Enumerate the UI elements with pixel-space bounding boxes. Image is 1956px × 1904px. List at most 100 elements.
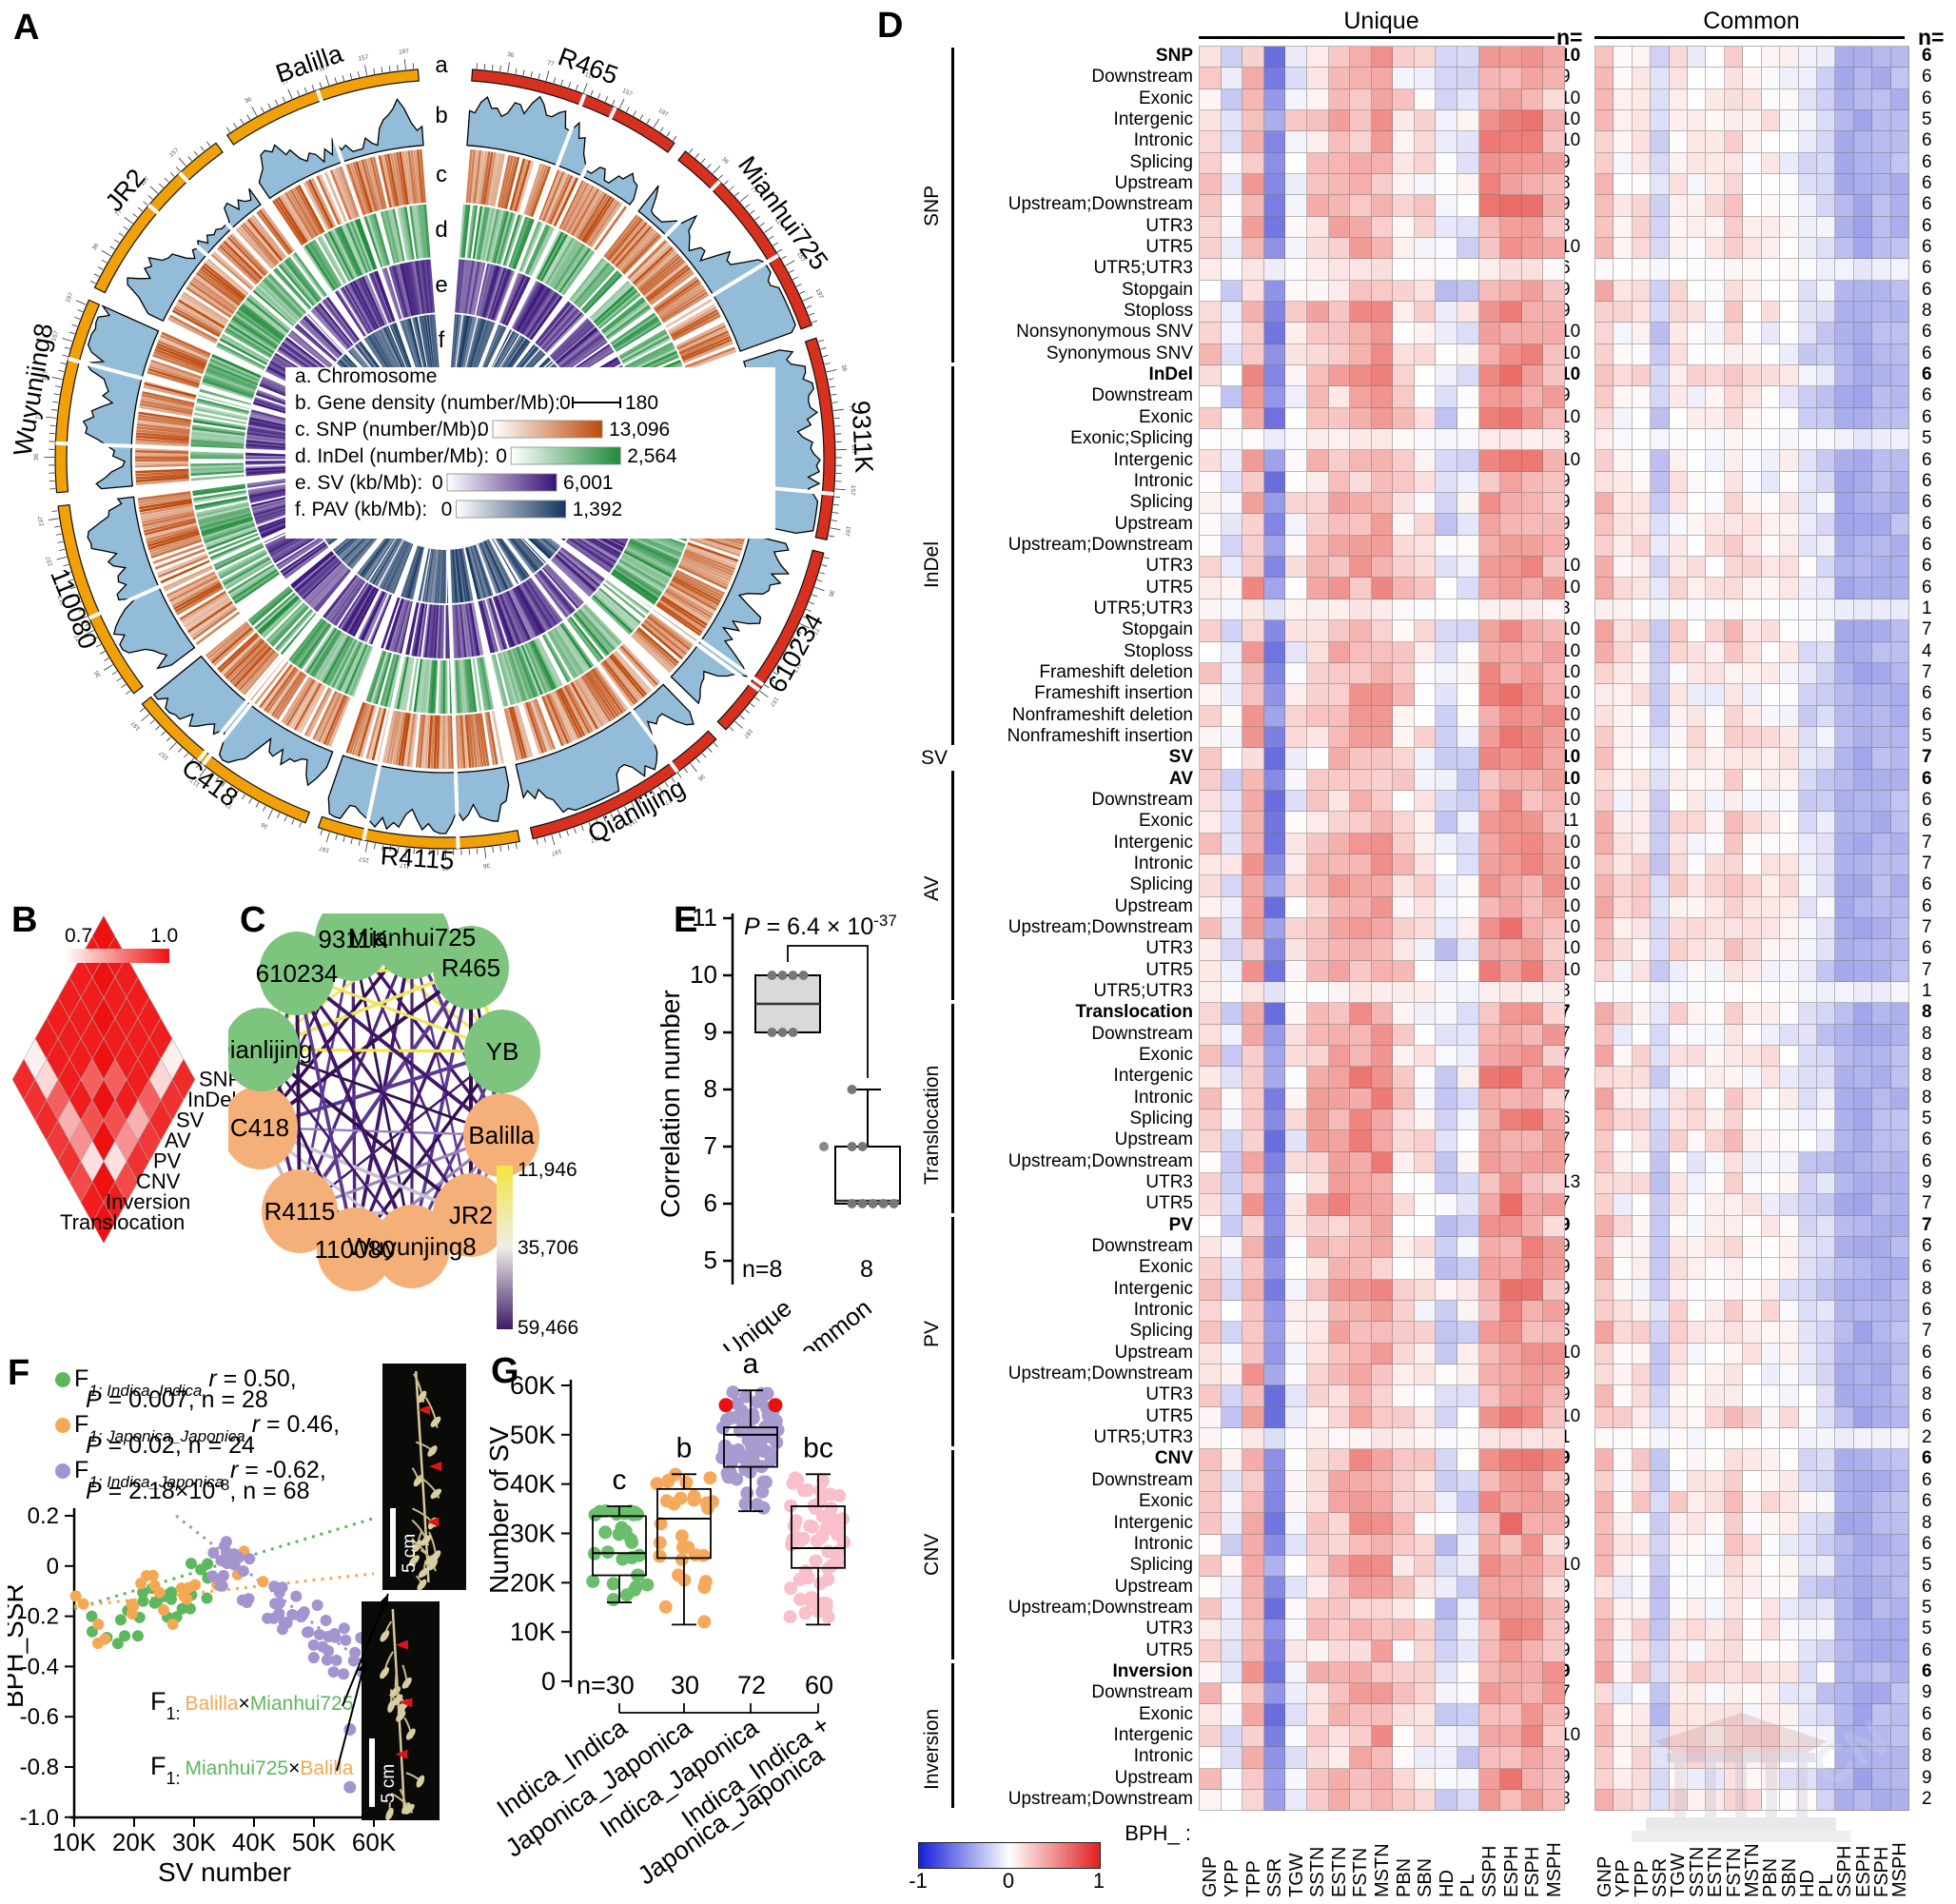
heatmap-cell — [1415, 110, 1437, 131]
heatmap-cell — [1307, 195, 1329, 216]
heatmap-cell — [1651, 1216, 1669, 1237]
d-n-common: 8 — [1922, 301, 1956, 322]
heatmap-cell — [1670, 812, 1688, 833]
heatmap-cell — [1479, 1385, 1501, 1406]
heatmap-cell — [1817, 1449, 1835, 1470]
heatmap-cell — [1415, 1130, 1437, 1151]
heatmap-cell — [1614, 727, 1632, 748]
heatmap-cell — [1500, 323, 1522, 344]
heatmap-cell — [1743, 770, 1761, 791]
heatmap-cell — [1835, 68, 1853, 88]
heatmap-cell — [1595, 897, 1614, 918]
heatmap-cell — [1651, 1619, 1669, 1640]
d-row-label: Frameshift deletion — [959, 662, 1193, 683]
heatmap-cell — [1688, 1089, 1706, 1109]
heatmap-cell — [1436, 408, 1457, 429]
heatmap-cell — [1743, 1577, 1761, 1598]
heatmap-cell — [1350, 1216, 1372, 1237]
heatmap-cell — [1780, 493, 1798, 514]
d-colorbar-mid: 0 — [989, 1869, 1027, 1894]
svg-text:36: 36 — [827, 589, 835, 598]
heatmap-cell — [1372, 599, 1394, 620]
heatmap-cell — [1436, 1513, 1457, 1534]
heatmap-cell — [1854, 302, 1872, 323]
g-point — [697, 1615, 711, 1628]
heatmap-cell — [1817, 1089, 1835, 1109]
heatmap-cell — [1854, 174, 1872, 195]
heatmap-cell — [1393, 727, 1415, 748]
heatmap-cell — [1688, 514, 1706, 535]
heatmap-cell — [1891, 1216, 1909, 1237]
heatmap-cell — [1725, 1152, 1743, 1173]
heatmap-cell — [1688, 1513, 1706, 1534]
heatmap-cell — [1200, 642, 1222, 663]
heatmap-cell — [1854, 770, 1872, 791]
heatmap-cell — [1891, 1790, 1909, 1811]
heatmap-cell — [1329, 918, 1351, 939]
d-n-unique: 8 — [1560, 1789, 1594, 1810]
g-point — [607, 1593, 620, 1606]
heatmap-cell — [1522, 217, 1544, 238]
heatmap-cell — [1264, 1599, 1286, 1619]
heatmap-cell — [1543, 89, 1565, 110]
heatmap-cell — [1436, 217, 1457, 238]
heatmap-cell — [1242, 791, 1264, 812]
heatmap-cell — [1743, 1747, 1761, 1768]
heatmap-cell — [1522, 493, 1544, 514]
heatmap-cell — [1543, 1003, 1565, 1024]
heatmap-cell — [1688, 1109, 1706, 1130]
heatmap-cell — [1706, 1025, 1724, 1046]
heatmap-cell — [1614, 1322, 1632, 1343]
heatmap-cell — [1595, 1577, 1614, 1598]
heatmap-cell — [1329, 663, 1351, 684]
heatmap-cell — [1633, 1194, 1651, 1215]
heatmap-cell — [1479, 110, 1501, 131]
d-row-label: Upstream;Downstream — [959, 1364, 1193, 1384]
heatmap-cell — [1500, 918, 1522, 939]
d-n-unique: 10 — [1560, 1343, 1594, 1364]
heatmap-cell — [1633, 812, 1651, 833]
heatmap-cell — [1242, 1704, 1264, 1725]
heatmap-cell — [1817, 1471, 1835, 1492]
heatmap-cell — [1725, 1025, 1743, 1046]
heatmap-cell — [1415, 1407, 1437, 1428]
heatmap-cell — [1835, 1683, 1853, 1704]
heatmap-cell — [1780, 1577, 1798, 1598]
heatmap-cell — [1780, 174, 1798, 195]
heatmap-cell — [1307, 1194, 1329, 1215]
d-row-label: Downstream — [959, 1470, 1193, 1491]
heatmap-cell — [1633, 1407, 1651, 1428]
heatmap-cell — [1670, 770, 1688, 791]
heatmap-cell — [1242, 1662, 1264, 1683]
heatmap-cell — [1522, 386, 1544, 407]
heatmap-cell — [1633, 1599, 1651, 1619]
heatmap-cell — [1307, 557, 1329, 578]
heatmap-cell — [1595, 1599, 1614, 1619]
d-n-common: 7 — [1922, 833, 1956, 854]
heatmap-cell — [1522, 1428, 1544, 1449]
heatmap-cell — [1307, 791, 1329, 812]
g-ytick: 40K — [510, 1470, 556, 1499]
heatmap-cell — [1479, 961, 1501, 982]
heatmap-cell — [1285, 1237, 1307, 1258]
heatmap-cell — [1872, 1747, 1890, 1768]
heatmap-cell — [1350, 1173, 1372, 1194]
heatmap-cell — [1200, 1599, 1222, 1619]
heatmap-cell — [1614, 110, 1632, 131]
heatmap-cell — [1222, 875, 1243, 896]
d-n-unique: 10 — [1560, 450, 1594, 471]
heatmap-cell — [1264, 1344, 1286, 1364]
heatmap-cell — [1222, 450, 1243, 471]
heatmap-cell — [1854, 684, 1872, 705]
heatmap-cell — [1854, 1067, 1872, 1088]
heatmap-cell — [1242, 897, 1264, 918]
heatmap-cell — [1222, 536, 1243, 557]
heatmap-cell — [1670, 1449, 1688, 1470]
heatmap-cell — [1522, 684, 1544, 705]
heatmap-cell — [1854, 1025, 1872, 1046]
heatmap-cell — [1264, 302, 1286, 323]
heatmap-cell — [1835, 748, 1853, 769]
f-xtick: 60K — [352, 1828, 397, 1856]
heatmap-cell — [1200, 1683, 1222, 1704]
heatmap-cell — [1706, 281, 1724, 302]
